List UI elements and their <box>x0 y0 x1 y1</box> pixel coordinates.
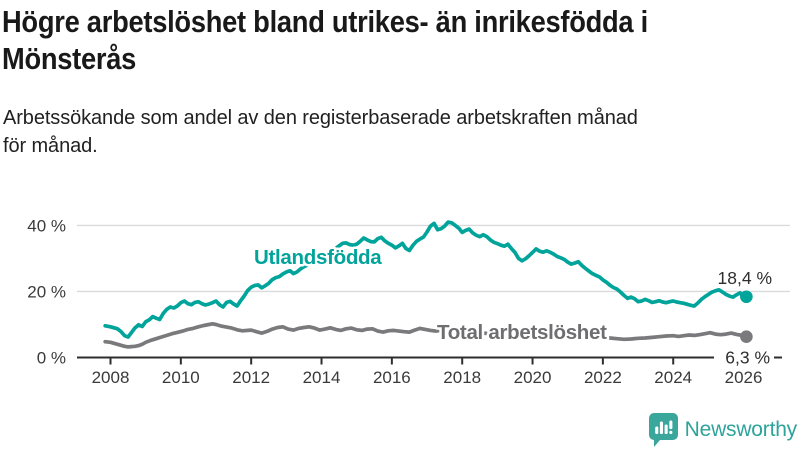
series-endpoint-dot <box>740 290 753 304</box>
series-label: Utlandsfödda <box>254 246 382 269</box>
y-tick-label: 20 % <box>27 282 66 301</box>
series-line-utlandsfodda <box>103 220 749 339</box>
x-tick-label: 2014 <box>303 368 341 387</box>
end-value-label-total: 6,3 % <box>725 348 770 368</box>
newsworthy-bar-chart-bubble-icon <box>648 413 678 447</box>
x-tick-label: 2008 <box>92 368 130 387</box>
x-tick-label: 2010 <box>162 368 200 387</box>
end-value-label-utlandsfodda: 18,4 % <box>718 268 772 288</box>
y-tick-label: 40 % <box>27 216 66 235</box>
x-tick-label: 2026 <box>725 368 763 387</box>
x-tick-label: 2018 <box>443 368 481 387</box>
newsworthy-wordmark: Newsworthy <box>684 418 798 441</box>
x-tick-label: 2024 <box>654 368 692 387</box>
chart-subtitle: Arbetssökande som andel av den registerb… <box>3 107 638 157</box>
x-tick-label: 2022 <box>584 368 622 387</box>
end-value-label-bg <box>714 349 774 365</box>
newsworthy-logo: Newsworthy <box>648 413 798 447</box>
x-tick-label: 2012 <box>232 368 270 387</box>
chart-title: Högre arbetslöshet bland utrikes- än inr… <box>2 4 648 76</box>
x-tick-label: 2016 <box>373 368 411 387</box>
series-endpoint-dot <box>740 330 753 343</box>
y-tick-label: 0 % <box>37 349 66 368</box>
x-tick-label: 2020 <box>514 368 552 387</box>
series-line-total <box>103 321 749 349</box>
series-label: Total arbetslöshet <box>437 321 607 344</box>
